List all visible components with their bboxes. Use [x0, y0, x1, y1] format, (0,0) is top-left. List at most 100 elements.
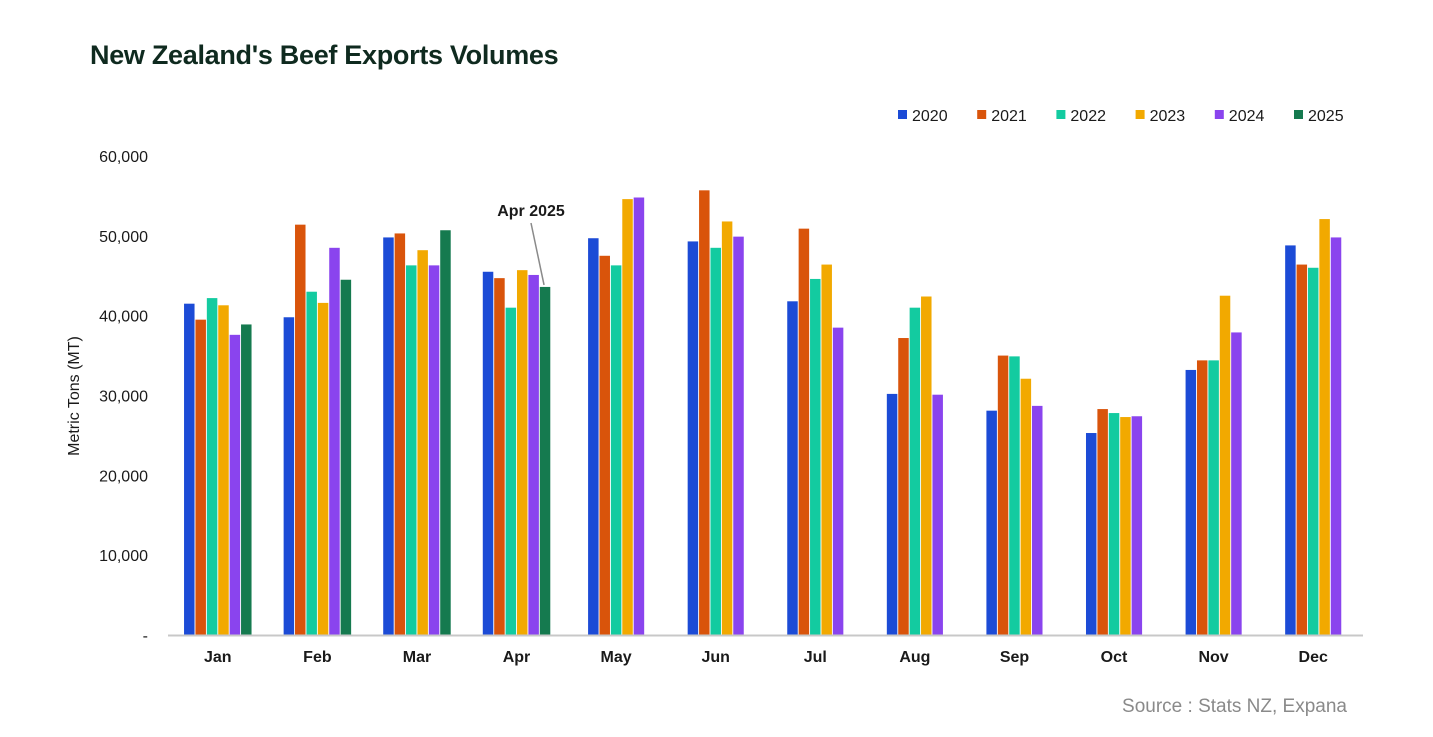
legend-label-2020: 2020 [912, 108, 948, 125]
bar-2023-feb [317, 302, 329, 635]
legend-swatch-2021 [977, 110, 987, 119]
bar-2020-dec [1285, 245, 1296, 635]
bar-2022-jul [810, 278, 821, 635]
bar-2023-sep [1020, 378, 1032, 635]
y-tick-label: 10,000 [99, 548, 148, 565]
legend-swatch-2025 [1294, 110, 1303, 119]
bar-2020-apr [482, 271, 494, 635]
legend-swatch-2022 [1056, 110, 1066, 119]
bar-2023-may [622, 199, 633, 636]
annotation-leader-line [530, 222, 545, 286]
bar-2022-nov [1208, 360, 1219, 635]
bar-2021-oct [1097, 409, 1108, 635]
bar-2020-jul [787, 301, 798, 635]
bar-2025-jan [241, 324, 252, 635]
x-tick-label: Nov [1198, 649, 1228, 666]
legend-label-2023: 2023 [1150, 108, 1186, 125]
bar-2022-dec [1307, 267, 1319, 635]
bar-2023-oct [1120, 417, 1131, 635]
bar-2025-mar [440, 230, 451, 635]
x-tick-label: Oct [1101, 649, 1128, 666]
bar-2022-jun [710, 247, 721, 635]
legend-label-2022: 2022 [1070, 108, 1106, 125]
bar-2024-dec [1330, 237, 1342, 635]
bar-2021-jan [195, 319, 206, 635]
legend: 2020 2021 2022 2023 2024 2025 [898, 108, 1344, 125]
x-tick-label: Jan [204, 649, 232, 666]
y-axis: - 10,000 20,000 30,000 40,000 50,000 60,000 Met… [66, 149, 148, 645]
x-tick-label: May [601, 649, 632, 666]
bar-2023-dec [1319, 219, 1330, 635]
bar-2024-aug [932, 394, 943, 635]
x-tick-label: Sep [1000, 649, 1030, 666]
y-tick-label: 40,000 [99, 309, 148, 326]
y-axis-title: Metric Tons (MT) [66, 336, 83, 456]
source-note: Source : Stats NZ, Expana [1122, 696, 1347, 717]
x-tick-label: Mar [403, 649, 431, 666]
bar-2022-feb [306, 291, 317, 635]
bar-2023-jul [821, 264, 832, 635]
bar-2023-apr [516, 270, 528, 635]
bar-2024-feb [329, 247, 340, 635]
bar-2020-may [588, 238, 599, 636]
x-tick-label: Dec [1299, 649, 1328, 666]
bar-2022-sep [1009, 356, 1020, 635]
bar-2020-jun [687, 241, 699, 636]
bar-2024-nov [1231, 332, 1242, 635]
bar-2021-nov [1196, 360, 1208, 635]
y-tick-label: - [143, 628, 148, 645]
y-tick-label: 60,000 [99, 149, 148, 166]
bar-2023-mar [417, 250, 428, 635]
annotation-label: Apr 2025 [497, 203, 565, 220]
bar-2022-oct [1108, 413, 1120, 635]
y-tick-label: 30,000 [99, 389, 148, 406]
x-tick-label: Apr [503, 649, 531, 666]
bar-2020-aug [886, 393, 898, 635]
bar-2021-mar [394, 233, 406, 635]
bar-2023-nov [1219, 295, 1231, 635]
bar-2021-feb [295, 224, 306, 635]
legend-label-2021: 2021 [991, 108, 1027, 125]
bar-2021-apr [494, 278, 505, 635]
bar-2024-sep [1032, 405, 1043, 635]
legend-swatch-2020 [898, 110, 907, 119]
y-tick-label: 20,000 [99, 468, 148, 485]
annotations: Apr 2025 [497, 203, 565, 286]
bar-2024-mar [428, 265, 440, 635]
legend-swatch-2024 [1214, 110, 1224, 119]
bar-2021-jun [699, 190, 710, 635]
bar-2020-nov [1185, 369, 1197, 635]
bar-2021-aug [898, 338, 909, 635]
bar-2021-sep [997, 355, 1009, 635]
bar-2024-jun [733, 236, 744, 635]
x-tick-label: Jun [701, 649, 729, 666]
bar-2020-feb [283, 317, 295, 635]
bar-2020-sep [986, 410, 997, 635]
bar-2020-jan [184, 303, 195, 635]
bar-2021-jul [798, 228, 810, 635]
bar-2022-may [610, 265, 622, 635]
bar-2022-apr [505, 307, 517, 635]
x-tick-label: Feb [303, 649, 332, 666]
bar-2020-mar [383, 237, 394, 635]
bar-2024-may [633, 197, 645, 635]
x-axis: Jan Feb Mar Apr May Jun Jul Aug Sep Oct Nov Dec [168, 634, 1363, 666]
bar-2021-may [599, 255, 610, 636]
legend-label-2025: 2025 [1308, 108, 1344, 125]
bar-2023-aug [921, 296, 932, 635]
legend-label-2024: 2024 [1229, 108, 1265, 125]
bar-2025-apr [539, 286, 551, 635]
bar-2023-jun [721, 221, 733, 635]
bar-2021-dec [1296, 264, 1308, 635]
bar-2024-jan [229, 334, 241, 635]
bar-2025-feb [340, 279, 352, 635]
bar-2023-jan [218, 305, 229, 635]
bars [184, 190, 1342, 636]
bar-2022-jan [206, 298, 218, 635]
bar-2022-aug [909, 307, 921, 635]
legend-swatch-2023 [1135, 110, 1145, 119]
x-tick-label: Jul [804, 649, 827, 666]
chart-title: New Zealand's Beef Exports Volumes [90, 40, 559, 70]
x-tick-label: Aug [899, 649, 930, 666]
